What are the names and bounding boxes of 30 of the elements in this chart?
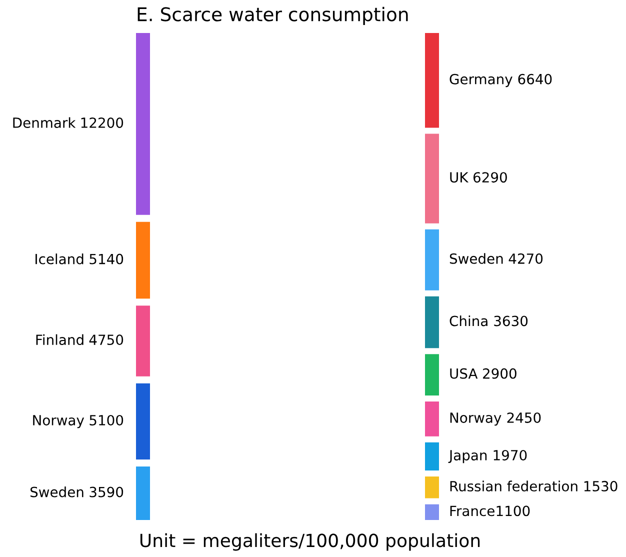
data-label: 6290	[473, 172, 507, 183]
data-label: 2900	[483, 368, 516, 379]
category-label: UK	[450, 172, 469, 183]
category-label: Norway	[33, 415, 84, 428]
text: Unit = megaliters/100,000 population	[140, 533, 480, 551]
category-label: Denmark	[13, 117, 76, 128]
data-label: 5100	[90, 414, 124, 426]
category-label: China	[450, 315, 488, 326]
category-label: Sweden	[450, 253, 503, 264]
data-label: 3630	[494, 316, 528, 326]
data-label: 4750	[89, 334, 124, 346]
data-label: 3590	[90, 486, 124, 498]
data-label: 2450	[507, 412, 541, 423]
data-label: 4270	[508, 253, 543, 264]
data-label: 1530	[584, 480, 618, 492]
text: E. Scarce water consumption	[138, 6, 408, 25]
data-label: 12200	[81, 117, 124, 128]
category-label: Russian federation	[450, 480, 578, 492]
data-label: 5140	[90, 254, 124, 264]
category-label: Germany	[450, 74, 512, 88]
category-label: France	[450, 506, 494, 516]
category-label: Japan	[448, 450, 487, 464]
data-label: 1100	[496, 506, 530, 516]
category-label: Sweden	[30, 486, 84, 498]
category-label: Iceland	[36, 254, 84, 264]
category-label: Finland	[36, 334, 84, 346]
category-label: USA	[450, 368, 478, 379]
data-label: 1970	[494, 450, 527, 460]
data-label: 6640	[518, 74, 552, 84]
category-label: Norway	[450, 412, 502, 426]
